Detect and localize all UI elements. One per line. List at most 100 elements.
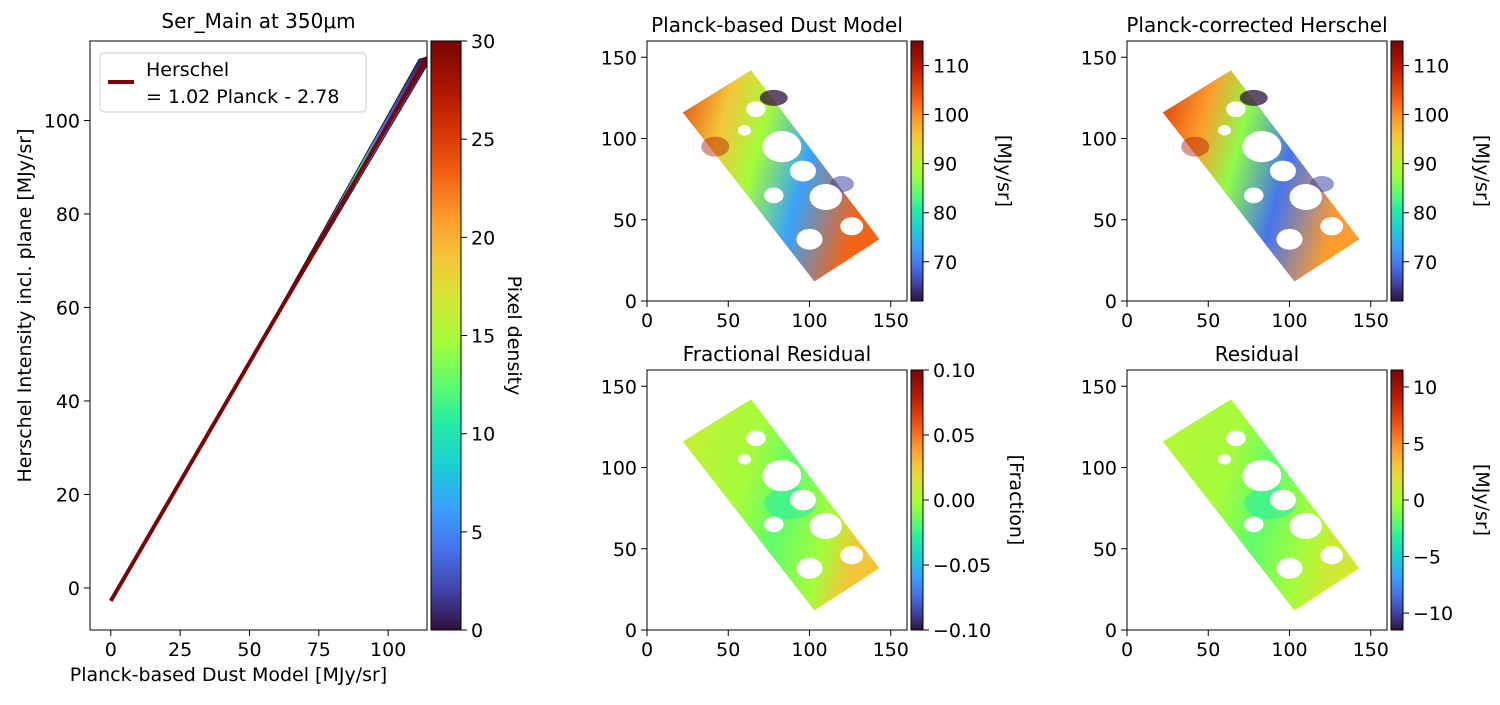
y-tick-label: 60: [56, 297, 80, 319]
map-y-tick-label: 100: [601, 458, 637, 480]
pixel-density-colorbar-label: Pixel density: [503, 276, 525, 396]
map-mask-hole: [1289, 184, 1322, 210]
map-colorbar-tick-label: 100: [933, 105, 969, 127]
map-colorbar-tick-label: −0.05: [933, 555, 991, 577]
map-title: Fractional Residual: [683, 342, 871, 366]
map-x-tick-label: 0: [1121, 310, 1133, 332]
pixel-density-colorbar-bar: [430, 40, 462, 631]
map-title: Planck-corrected Herschel: [1126, 13, 1387, 37]
map-title: Residual: [1215, 342, 1299, 366]
map-high-spot: [1181, 136, 1210, 157]
y-tick-label: 80: [56, 204, 80, 226]
map-x-tick-label: 0: [641, 310, 653, 332]
map-colorbar-label: [Fraction]: [1005, 455, 1027, 546]
density-plot-frame: [89, 40, 428, 631]
map-y-tick-label: 150: [1081, 376, 1117, 398]
pixel-density-colorbar-tick-label: 0: [471, 620, 483, 642]
map-colorbar-tick-label: 70: [1413, 252, 1437, 274]
x-tick-label: 50: [237, 639, 261, 661]
map-title: Planck-based Dust Model: [651, 13, 903, 37]
map-mask-hole: [830, 480, 847, 494]
map-mask-hole: [809, 184, 842, 210]
map-mask-hole: [1270, 489, 1296, 511]
map-mask-hole: [762, 131, 802, 163]
map-x-tick-label: 100: [791, 310, 827, 332]
map-mask-hole: [1226, 430, 1246, 447]
map-colorbar-tick-label: −5: [1413, 547, 1441, 569]
map-x-tick-label: 100: [1271, 639, 1307, 661]
map-mask-hole: [764, 187, 784, 204]
map-mask-hole: [1218, 125, 1231, 136]
map-mask-hole: [1242, 460, 1282, 492]
map-x-tick-label: 50: [716, 639, 740, 661]
map-y-tick-label: 0: [1105, 620, 1117, 642]
map-colorbar-tick-label: 0: [1413, 490, 1425, 512]
map-x-tick-label: 50: [1196, 310, 1220, 332]
x-tick-label: 25: [168, 639, 192, 661]
map-mask-hole: [762, 460, 802, 492]
map-y-tick-label: 50: [613, 539, 637, 561]
pixel-density-colorbar-tick-label: 10: [471, 424, 495, 446]
map-mask-hole: [1270, 160, 1296, 182]
map-colorbar-bar: [1390, 369, 1404, 631]
x-tick-label: 100: [370, 639, 406, 661]
map-colorbar-label: [MJy/sr]: [1471, 464, 1493, 536]
map-mask-hole: [1310, 480, 1327, 494]
map-x-tick-label: 100: [791, 639, 827, 661]
map-y-tick-label: 100: [601, 129, 637, 151]
map-frame: [1126, 369, 1388, 631]
map-colorbar-bar: [910, 40, 924, 302]
map-colorbar-tick-label: −10: [1413, 603, 1453, 625]
map-region: [1162, 70, 1360, 282]
map-mask-hole: [746, 101, 766, 118]
map-y-tick-label: 100: [1081, 129, 1117, 151]
map-mask-hole: [790, 489, 816, 511]
map-y-tick-label: 150: [1081, 47, 1117, 69]
map-colorbar-tick-label: −0.10: [933, 620, 991, 642]
y-tick-label: 0: [68, 578, 80, 600]
map-mask-hole: [1320, 546, 1344, 565]
map-colorbar-bar: [910, 369, 924, 631]
legend-entry-line2: = 1.02 Planck - 2.78: [146, 86, 339, 108]
pixel-density-colorbar-tick-label: 25: [471, 129, 495, 151]
map-mask-hole: [746, 430, 766, 447]
map-mask-hole: [764, 516, 784, 533]
map-mask-hole: [738, 454, 751, 465]
map-mask-hole: [830, 151, 847, 165]
map-y-tick-label: 50: [613, 210, 637, 232]
map-y-tick-label: 0: [1105, 291, 1117, 313]
map-colorbar-tick-label: 0.05: [933, 425, 975, 447]
map-colorbar-tick-label: 90: [933, 154, 957, 176]
y-axis-label: Herschel Intensity incl. plane [MJy/sr]: [14, 129, 36, 483]
map-mask-hole: [809, 513, 842, 539]
map-mask-hole: [1244, 516, 1264, 533]
pixel-density-colorbar-tick-label: 20: [471, 227, 495, 249]
map-mask-hole: [1320, 217, 1344, 236]
map-colorbar-label: [MJy/sr]: [1471, 135, 1493, 207]
map-mask-hole: [840, 217, 864, 236]
map-colorbar-label: [MJy/sr]: [993, 135, 1015, 207]
map-colorbar-bar: [1390, 40, 1404, 302]
map-x-tick-label: 0: [641, 639, 653, 661]
map-mask-hole: [1218, 454, 1231, 465]
map-mask-hole: [796, 557, 823, 579]
x-tick-label: 75: [307, 639, 331, 661]
map-mask-hole: [840, 546, 864, 565]
map-y-tick-label: 0: [625, 291, 637, 313]
map-colorbar-tick-label: 80: [1413, 203, 1437, 225]
map-colorbar-tick-label: 90: [1413, 154, 1437, 176]
map-mask-hole: [1244, 187, 1264, 204]
legend-entry-line1: Herschel: [146, 59, 229, 81]
map-mask-hole: [796, 228, 823, 250]
x-axis-label: Planck-based Dust Model [MJy/sr]: [70, 664, 387, 686]
legend-box: [99, 52, 367, 113]
map-high-spot: [701, 136, 730, 157]
y-tick-label: 100: [44, 110, 80, 132]
map-colorbar-tick-label: 10: [1413, 377, 1437, 399]
map-mask-hole: [1289, 513, 1322, 539]
map-colorbar-tick-label: 0.10: [933, 360, 975, 382]
fit-line: [109, 56, 427, 602]
map-x-tick-label: 150: [873, 310, 909, 332]
map-colorbar-tick-label: 110: [933, 56, 969, 78]
